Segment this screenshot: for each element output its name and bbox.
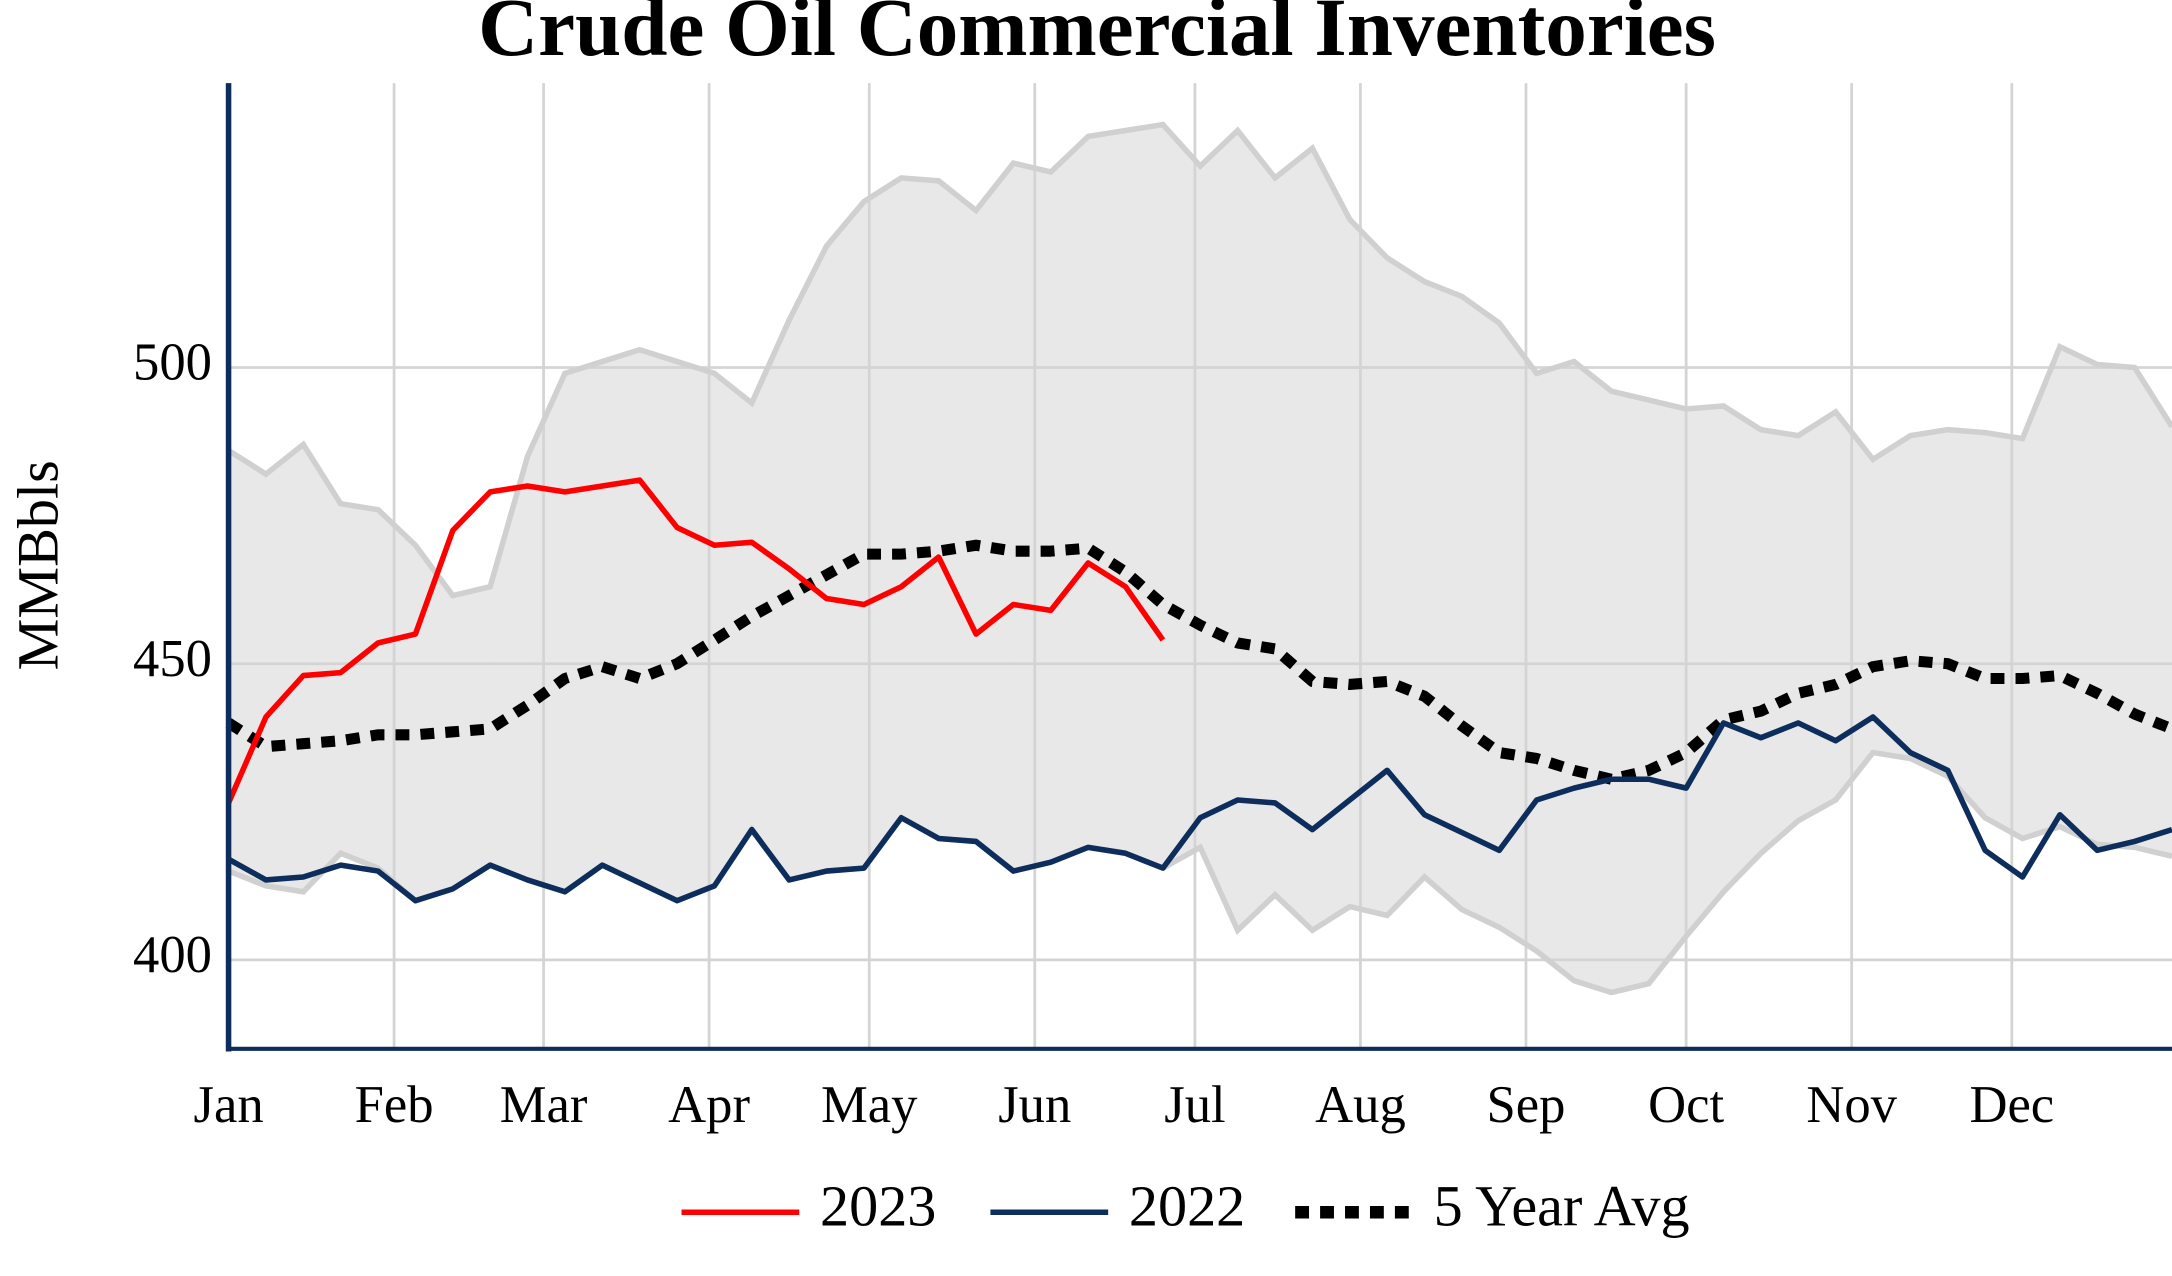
range-band [1536,360,1575,982]
range-band [2134,365,2172,857]
range-band [377,508,416,902]
range-band [340,503,379,869]
range-band [2059,345,2098,846]
legend-label: 5 Year Avg [1434,1174,1690,1239]
range-band [265,443,304,893]
range-band [1012,162,1052,872]
range-band [900,177,940,840]
range-band [1087,129,1127,854]
range-band [1648,399,1687,986]
y-tick-label: 400 [133,926,212,984]
range-band [975,161,1014,873]
range-band [1760,429,1799,855]
x-tick-label: Jul [1164,1076,1225,1134]
range-band [2096,363,2136,848]
x-tick-label: Jan [193,1076,263,1134]
y-tick-label: 500 [133,334,212,392]
range-band [526,373,566,893]
x-tick-label: May [821,1076,918,1134]
range-band [1237,128,1276,932]
y-axis-label: MMBbls [6,460,71,670]
legend-label: 2022 [1129,1174,1245,1239]
range-band [1573,360,1612,994]
range-band [1610,390,1650,994]
range-band [228,449,267,887]
range-band [825,200,865,872]
x-tick-label: Dec [1969,1076,2054,1134]
y-tick-label: 450 [133,630,212,688]
range-band [601,348,641,884]
series-line [225,539,2172,785]
range-band [1835,410,1874,802]
range-band [1797,410,1837,822]
x-tick-label: Apr [668,1076,750,1134]
series-line [226,477,1166,805]
range-band [302,442,342,894]
range-band [1872,434,1911,760]
range-band [564,360,603,893]
range-band [1685,405,1725,938]
chart-title: Crude Oil Commercial Inventories [478,0,1716,73]
x-tick-label: Mar [500,1076,588,1134]
range-band [1349,218,1388,917]
series-line [227,714,2172,904]
x-tick-label: Aug [1315,1076,1406,1134]
range-band [1498,321,1538,953]
range-band [452,585,491,890]
range-band [1984,432,2024,840]
legend-label: 2023 [820,1174,936,1239]
range-band [788,245,828,881]
range-band [639,348,678,902]
range-band [414,543,454,902]
range-band [1722,404,1762,894]
x-tick-label: Sep [1487,1076,1566,1134]
range-band [1386,256,1426,917]
range-band [1909,429,1949,778]
range-band [938,179,977,843]
x-tick-label: Nov [1806,1076,1897,1134]
range-band [713,372,753,888]
x-tick-label: Feb [355,1076,434,1134]
range-band [1050,135,1089,863]
range-edge [227,121,2172,599]
range-band [1947,429,1986,820]
x-tick-label: Jun [998,1076,1071,1134]
x-tick-label: Oct [1648,1076,1724,1134]
range-band [1124,123,1164,869]
